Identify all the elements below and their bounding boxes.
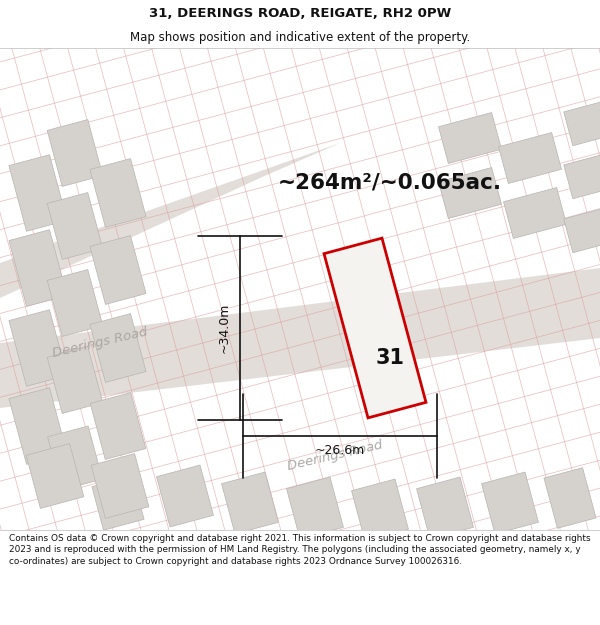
Text: ~264m²/~0.065ac.: ~264m²/~0.065ac. <box>278 173 502 193</box>
Polygon shape <box>564 100 600 146</box>
Polygon shape <box>9 310 67 386</box>
Text: ~26.6m: ~26.6m <box>315 444 365 456</box>
Text: Deerings Road: Deerings Road <box>286 439 384 473</box>
Polygon shape <box>47 346 103 414</box>
Polygon shape <box>416 477 473 539</box>
Polygon shape <box>157 465 214 527</box>
Polygon shape <box>352 479 409 541</box>
Polygon shape <box>564 153 600 199</box>
Polygon shape <box>287 477 343 539</box>
Polygon shape <box>0 268 600 408</box>
Polygon shape <box>90 159 146 228</box>
Polygon shape <box>439 168 502 219</box>
Polygon shape <box>503 188 566 239</box>
Polygon shape <box>26 444 84 508</box>
Text: ~34.0m: ~34.0m <box>218 302 230 353</box>
Polygon shape <box>90 392 146 459</box>
Polygon shape <box>324 238 426 418</box>
Polygon shape <box>9 388 67 464</box>
Polygon shape <box>482 472 538 534</box>
Text: Deerings Road: Deerings Road <box>51 326 149 360</box>
Polygon shape <box>499 132 562 184</box>
Polygon shape <box>221 472 278 534</box>
Polygon shape <box>9 230 67 306</box>
Text: Contains OS data © Crown copyright and database right 2021. This information is : Contains OS data © Crown copyright and d… <box>9 534 590 566</box>
Polygon shape <box>544 468 596 528</box>
Text: 31, DEERINGS ROAD, REIGATE, RH2 0PW: 31, DEERINGS ROAD, REIGATE, RH2 0PW <box>149 7 451 20</box>
Polygon shape <box>47 119 103 186</box>
Polygon shape <box>564 208 600 252</box>
Polygon shape <box>47 192 103 259</box>
Text: 31: 31 <box>376 348 404 368</box>
Polygon shape <box>47 269 103 336</box>
Polygon shape <box>439 112 502 164</box>
Polygon shape <box>90 314 146 382</box>
Text: Map shows position and indicative extent of the property.: Map shows position and indicative extent… <box>130 31 470 44</box>
Polygon shape <box>92 476 144 530</box>
Polygon shape <box>9 155 67 231</box>
Polygon shape <box>0 143 340 298</box>
Polygon shape <box>90 236 146 304</box>
Polygon shape <box>91 454 149 518</box>
Polygon shape <box>47 426 103 490</box>
